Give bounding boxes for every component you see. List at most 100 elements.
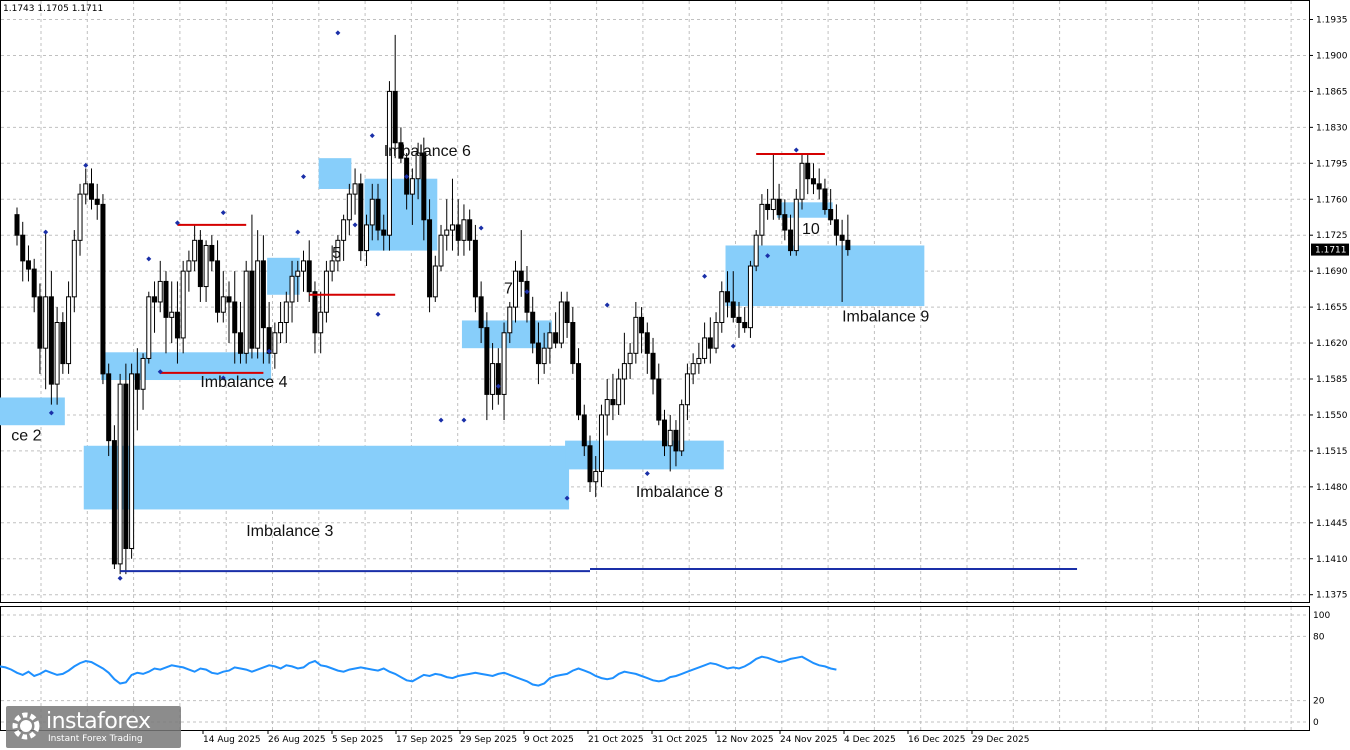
candle-body [828, 209, 834, 221]
candle-body [83, 183, 89, 195]
time-axis: 14 Aug 2025 26 Aug 2025 5 Sep 2025 17 Sep 2… [202, 730, 1030, 745]
candle-body [375, 198, 381, 231]
price-tick-label: 1.1690 [1316, 267, 1348, 277]
candle-body [472, 239, 478, 298]
time-tick-label: 4 Dec 2025 [844, 735, 896, 745]
fractal-marker [335, 30, 341, 36]
fractal-marker [266, 348, 272, 354]
candle-body [88, 183, 94, 200]
price-tick-label: 1.1620 [1316, 339, 1348, 349]
candle-body [719, 291, 725, 324]
candle-body [593, 470, 599, 483]
fractal-marker [564, 495, 570, 501]
candle-body [673, 429, 679, 452]
candle-body [209, 244, 215, 262]
candle-body [386, 90, 392, 236]
candle-body [725, 291, 731, 303]
imbalance-zone [267, 257, 300, 295]
candle-body [249, 270, 255, 349]
candle-body [576, 363, 582, 416]
candle-body [398, 142, 404, 159]
candle-body [742, 322, 748, 329]
zone-label: ce 2 [11, 428, 41, 445]
time-tick-label: 26 Aug 2025 [268, 735, 326, 745]
candle-body [639, 316, 645, 334]
candle-body [421, 152, 427, 221]
zone-labels: ce 2 Imbalance 4 Imbalance 3 5 Imbalance 6 7 I… [11, 143, 929, 540]
fractal-marker [730, 343, 736, 349]
fractal-marker [117, 575, 123, 581]
candle-body [753, 234, 759, 267]
fractal-marker [375, 311, 381, 317]
imbalance-zone [0, 397, 65, 426]
candle-body [765, 203, 771, 211]
time-tick-label: 29 Sep 2025 [460, 735, 517, 745]
imbalance-zone [318, 158, 352, 189]
candle-body [318, 311, 324, 334]
candle-body [581, 414, 587, 447]
price-tick-label: 1.1585 [1316, 375, 1348, 385]
candle-body [690, 363, 696, 375]
candle-body [301, 260, 306, 272]
zone-label: Imbalance 8 [636, 484, 723, 501]
fractal-marker [461, 417, 467, 423]
fractal-markers [43, 30, 799, 581]
fractal-marker [352, 222, 358, 228]
price-tick-label: 1.1935 [1316, 16, 1348, 26]
candle-body [237, 332, 243, 354]
price-tick-label: 1.1410 [1316, 555, 1348, 565]
candle-body [747, 265, 753, 329]
brand-tagline: Instant Forex Trading [48, 734, 143, 744]
time-tick-label: 9 Oct 2025 [524, 735, 574, 745]
fractal-marker [48, 410, 54, 416]
candle-body [507, 306, 513, 334]
time-tick-label: 21 Oct 2025 [588, 735, 644, 745]
candle-body [438, 234, 444, 267]
candle-body [106, 373, 112, 442]
imbalance-zone [83, 445, 570, 510]
candle-body [123, 383, 129, 549]
indicator-tick-label: 0 [1313, 718, 1319, 728]
candle-body [610, 399, 616, 406]
fractal-marker [793, 147, 799, 153]
candle-body [220, 296, 226, 313]
candle-body [759, 203, 765, 236]
fractal-marker [404, 174, 410, 180]
price-tick-label: 1.1830 [1316, 123, 1348, 133]
price-tick-label: 1.1655 [1316, 303, 1348, 313]
candle-body [501, 332, 507, 395]
candle-body [805, 162, 811, 180]
fractal-marker [43, 229, 49, 235]
price-tick-label: 1.1480 [1316, 483, 1348, 493]
candle-body [226, 296, 232, 303]
candle-body [54, 322, 60, 385]
candle-body [100, 203, 106, 375]
candle-body [364, 224, 370, 252]
candle-body [272, 332, 278, 354]
candle-body [513, 270, 519, 308]
candle-body [163, 280, 169, 318]
imbalance-zone [777, 202, 833, 218]
candle-body [278, 322, 284, 334]
zone-label: 7 [504, 281, 513, 298]
candle-body [633, 316, 639, 354]
candle-body [799, 162, 805, 200]
indicator-tick-label: 80 [1313, 632, 1325, 642]
candle-body [129, 373, 135, 549]
oscillator-line [0, 655, 837, 687]
candle-body [25, 260, 31, 270]
candle-body [495, 363, 501, 395]
candle-body [169, 311, 175, 318]
candle-body [564, 301, 570, 324]
fractal-marker [369, 133, 375, 139]
candle-body [696, 357, 702, 365]
candle-body [736, 316, 742, 324]
brand-logo: instaforex Instant Forex Trading [6, 706, 181, 748]
candle-body [174, 311, 180, 339]
price-tick-label: 1.1865 [1316, 87, 1348, 97]
candle-body [587, 445, 593, 483]
zone-label: Imbalance 6 [384, 143, 471, 160]
candle-body [793, 198, 799, 252]
candle-body [186, 260, 192, 272]
candle-body [14, 214, 20, 236]
